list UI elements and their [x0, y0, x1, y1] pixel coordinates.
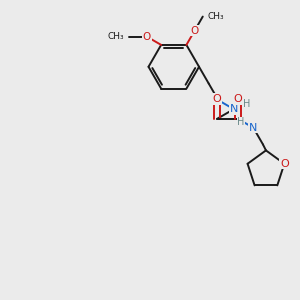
Text: H: H — [237, 117, 244, 128]
Text: O: O — [233, 94, 242, 104]
Text: N: N — [249, 123, 257, 133]
Text: O: O — [213, 94, 221, 104]
Text: N: N — [230, 104, 238, 114]
Text: CH₃: CH₃ — [207, 12, 224, 21]
Text: H: H — [243, 99, 250, 109]
Text: CH₃: CH₃ — [107, 32, 124, 41]
Text: O: O — [143, 32, 151, 42]
Text: O: O — [190, 26, 199, 36]
Text: O: O — [280, 159, 289, 169]
